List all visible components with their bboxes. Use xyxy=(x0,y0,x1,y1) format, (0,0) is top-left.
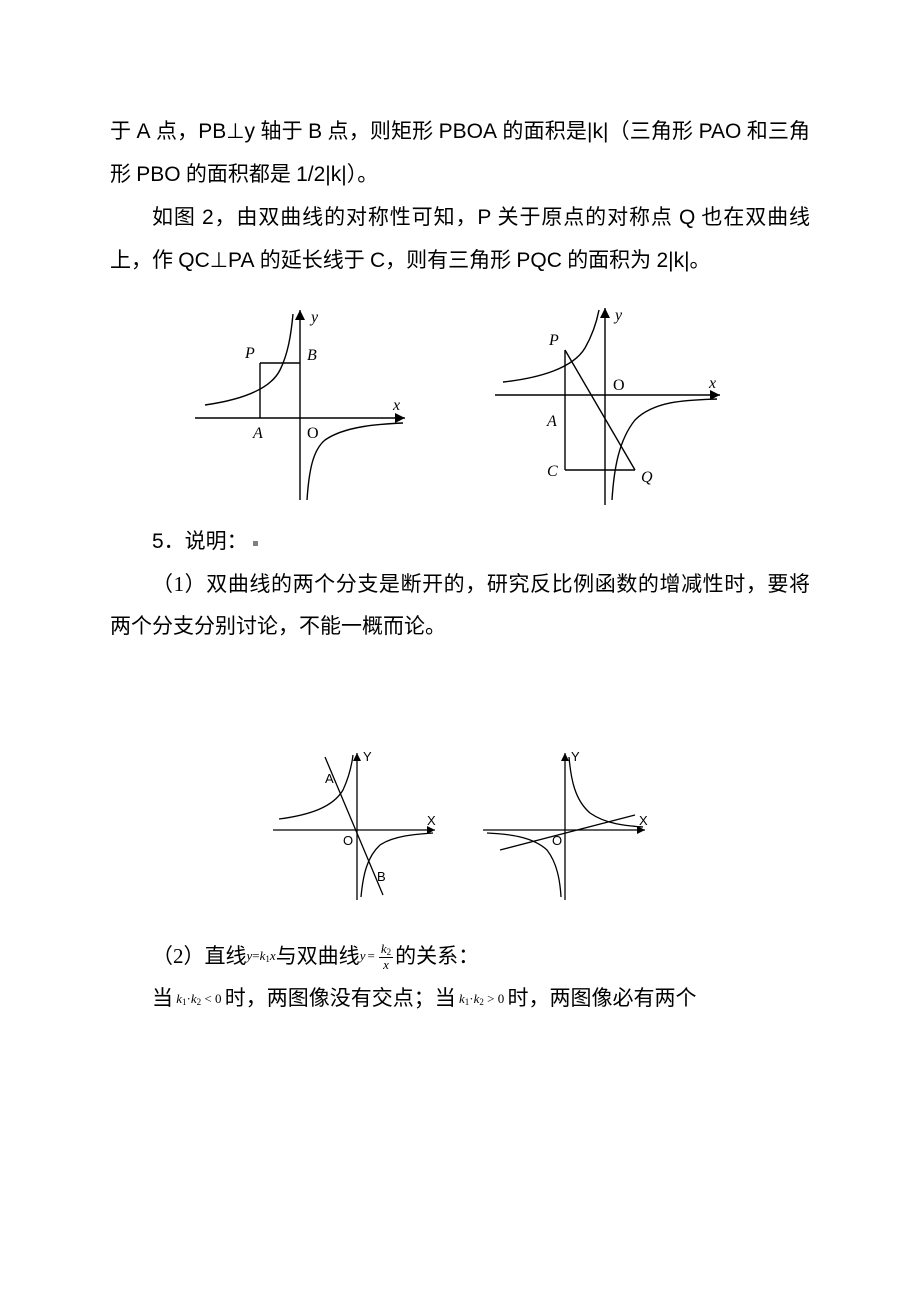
figure-4: O X Y xyxy=(475,745,655,905)
label-x: x xyxy=(708,375,716,392)
label-y: y xyxy=(613,307,623,324)
figure-1: P B A O x y xyxy=(185,300,425,510)
label-b: B xyxy=(307,347,317,364)
label-b: B xyxy=(377,869,386,884)
text: （2）直线 xyxy=(152,935,247,977)
figure-2: P O A C Q x y xyxy=(485,300,735,510)
spacer xyxy=(110,647,810,717)
text: 当 xyxy=(152,986,173,1010)
text: （1）双曲线的两个分支是断开的，研究反比例函数的增减性时，要将两个分支分别讨论，… xyxy=(110,572,810,638)
text: 5．说明： xyxy=(152,530,248,553)
label-y: y xyxy=(309,309,319,326)
paragraph-3: （1）双曲线的两个分支是断开的，研究反比例函数的增减性时，要将两个分支分别讨论，… xyxy=(110,563,810,647)
paragraph-5: 当 k1·k2 < 0 时，两图像没有交点；当 k1·k2 > 0 时，两图像必… xyxy=(110,977,810,1019)
math-eq1: y=k1x xyxy=(247,943,276,969)
math-cond2: k1·k2 > 0 xyxy=(456,991,508,1006)
label-y: Y xyxy=(363,749,372,764)
label-o: O xyxy=(613,377,625,394)
paragraph-4: （2）直线 y=k1x 与双曲线 y= k2 x 的关系： xyxy=(110,935,810,977)
paragraph-2: 如图 2，由双曲线的对称性可知，P 关于原点的对称点 Q 也在双曲线上，作 QC… xyxy=(110,196,810,282)
page: 于 A 点，PB⊥y 轴于 B 点，则矩形 PBOA 的面积是|k|（三角形 P… xyxy=(0,0,920,1079)
text: 时，两图像必有两个 xyxy=(508,986,697,1010)
label-p: P xyxy=(244,345,255,362)
label-x: x xyxy=(392,397,400,414)
label-a: A xyxy=(546,413,557,430)
text: 如图 2，由双曲线的对称性可知，P 关于原点的对称点 Q 也在双曲线上，作 QC… xyxy=(110,205,810,272)
section-5: 5．说明： xyxy=(110,520,810,563)
label-x: X xyxy=(427,813,436,828)
marker-dot xyxy=(253,541,258,546)
label-p: P xyxy=(548,332,559,349)
text: 时，两图像没有交点；当 xyxy=(225,986,456,1010)
figure-3: A B O X Y xyxy=(265,745,445,905)
label-o: O xyxy=(343,833,353,848)
figure-row-2: A B O X Y O X Y xyxy=(110,745,810,905)
label-o: O xyxy=(552,833,562,848)
label-o: O xyxy=(307,425,319,442)
math-eq2: y= k2 x xyxy=(360,942,395,971)
label-y: Y xyxy=(571,749,580,764)
text: 的关系： xyxy=(395,935,479,977)
label-c: C xyxy=(547,463,558,480)
figure-row-1: P B A O x y xyxy=(110,300,810,510)
text: 于 A 点，PB⊥y 轴于 B 点，则矩形 PBOA 的面积是|k|（三角形 P… xyxy=(110,119,810,186)
label-a: A xyxy=(325,771,334,786)
paragraph-1: 于 A 点，PB⊥y 轴于 B 点，则矩形 PBOA 的面积是|k|（三角形 P… xyxy=(110,110,810,196)
label-q: Q xyxy=(641,469,653,486)
label-x: X xyxy=(639,813,648,828)
text: 与双曲线 xyxy=(276,935,360,977)
math-cond1: k1·k2 < 0 xyxy=(173,991,225,1006)
label-a: A xyxy=(252,425,263,442)
